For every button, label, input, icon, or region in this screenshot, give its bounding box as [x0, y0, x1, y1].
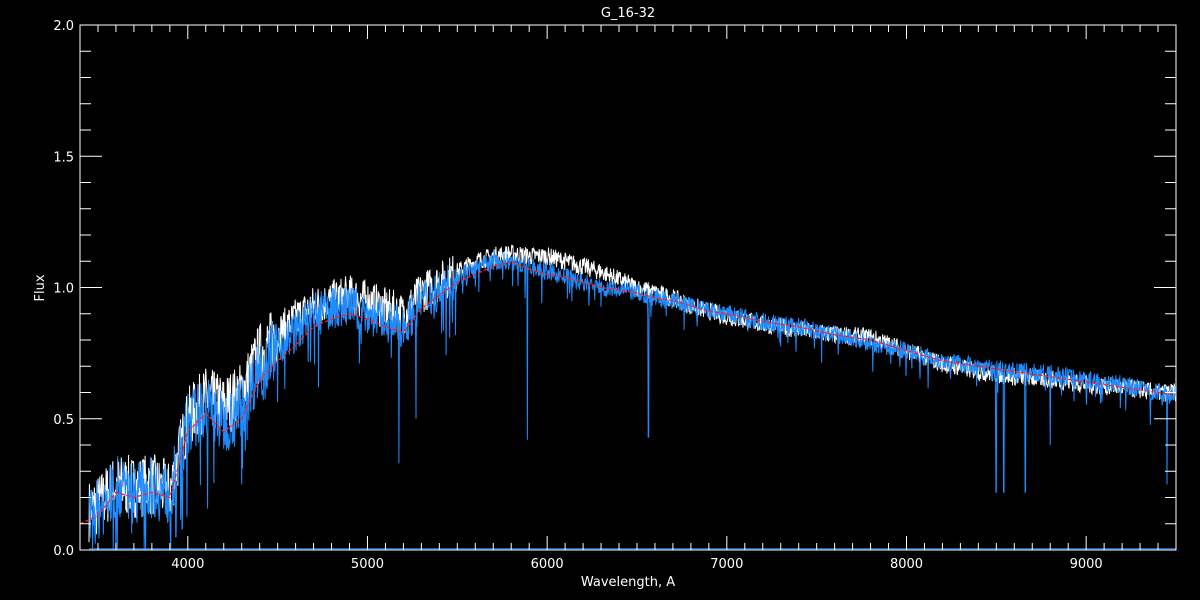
chart-title: G_16-32: [601, 6, 655, 21]
x-tick-label: 7000: [710, 557, 743, 572]
axes-layer: 4000 5000 6000 7000 8000 9000 0.0 0.5 1.0 1.5 2.0: [53, 19, 1177, 572]
y-tick-label: 0.0: [53, 544, 74, 559]
x-tick-label: 5000: [351, 557, 384, 572]
x-tick-label: 4000: [171, 557, 204, 572]
y-tick-label: 2.0: [53, 19, 74, 34]
x-tick-label: 6000: [531, 557, 564, 572]
y-tick-label: 1.0: [53, 282, 74, 297]
series-line-3: [79, 260, 1177, 525]
series-line-1: [88, 250, 1177, 551]
x-tick-label: 8000: [890, 557, 923, 572]
x-axis-label: Wavelength, A: [581, 575, 675, 590]
x-tick-label: 9000: [1070, 557, 1103, 572]
y-axis-label: Flux: [33, 274, 48, 301]
y-tick-label: 1.5: [53, 150, 74, 165]
series-layer: [79, 244, 1177, 551]
y-tick-label: 0.5: [53, 413, 74, 428]
